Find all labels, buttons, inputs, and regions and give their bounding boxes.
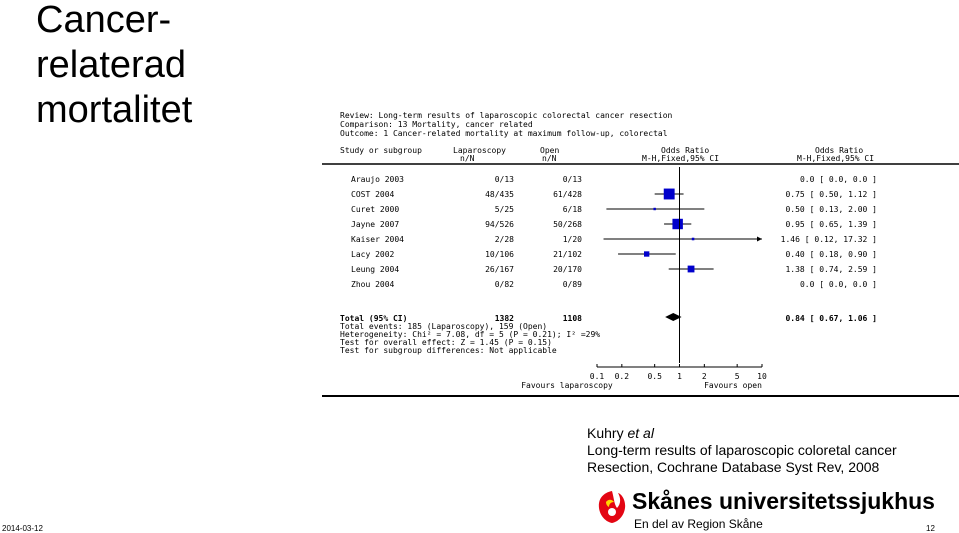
favours-left-label: Favours laparoscopy xyxy=(521,381,613,390)
total-label: Total (95% CI) xyxy=(340,314,407,323)
citation-et-al: et al xyxy=(627,425,654,441)
study-or-text: 1.38 [ 0.74, 2.59 ] xyxy=(785,265,877,274)
forest-plot: Review: Long-term results of laparoscopi… xyxy=(322,105,959,397)
study-lap-count: 0/13 xyxy=(495,175,514,184)
study-name: Kaiser 2004 xyxy=(351,235,404,244)
col-header-lap: Laparoscopy xyxy=(453,146,506,155)
study-name: Araujo 2003 xyxy=(351,175,404,184)
effect-square xyxy=(691,237,695,241)
study-or-text: 0.0 [ 0.0, 0.0 ] xyxy=(800,280,877,289)
total-open: 1108 xyxy=(563,314,582,323)
study-lap-count: 94/526 xyxy=(485,220,514,229)
page-number: 12 xyxy=(926,524,935,533)
study-open-count: 6/18 xyxy=(563,205,582,214)
study-name: Lacy 2002 xyxy=(351,250,395,259)
comparison-line: Comparison: 13 Mortality, cancer related xyxy=(340,120,533,129)
col-header-or-text-method: M-H,Fixed,95% CI xyxy=(797,154,874,163)
citation-line-2: Long-term results of laparoscopic colore… xyxy=(587,442,897,458)
study-or-text: 1.46 [ 0.12, 17.32 ] xyxy=(781,235,877,244)
col-header-study: Study or subgroup xyxy=(340,146,422,155)
col-header-open-unit: n/N xyxy=(542,154,557,163)
slide-title-line-1: Cancer- xyxy=(36,0,172,41)
study-lap-count: 5/25 xyxy=(495,205,514,214)
study-open-count: 20/170 xyxy=(553,265,582,274)
effect-square xyxy=(687,265,695,273)
outcome-line: Outcome: 1 Cancer-related mortality at m… xyxy=(340,129,668,138)
study-lap-count: 26/167 xyxy=(485,265,514,274)
x-axis-tick-label: 10 xyxy=(757,372,767,381)
x-axis-tick-label: 0.2 xyxy=(615,372,630,381)
logo-subtitle: En del av Region Skåne xyxy=(634,517,763,531)
slide-date: 2014-03-12 xyxy=(2,524,43,533)
logo-name: Skånes universitetssjukhus xyxy=(632,488,935,514)
slide-title-line-3: mortalitet xyxy=(36,89,193,131)
study-open-count: 0/13 xyxy=(563,175,582,184)
study-name: Curet 2000 xyxy=(351,205,399,214)
ci-arrow-right xyxy=(757,236,762,242)
col-header-or-plot-method: M-H,Fixed,95% CI xyxy=(642,154,719,163)
stats-overall-effect: Test for overall effect: Z = 1.45 (P = 0… xyxy=(340,338,552,347)
study-open-count: 21/102 xyxy=(553,250,582,259)
slide-title-line-2: relaterad xyxy=(36,44,186,86)
study-lap-count: 48/435 xyxy=(485,190,514,199)
study-open-count: 50/268 xyxy=(553,220,582,229)
stats-heterogeneity: Heterogeneity: Chi² = 7.08, df = 5 (P = … xyxy=(340,330,600,339)
study-name: Leung 2004 xyxy=(351,265,399,274)
x-axis-tick-label: 1 xyxy=(677,372,682,381)
forest-plot-svg: Review: Long-term results of laparoscopi… xyxy=(322,111,959,390)
effect-square xyxy=(643,251,650,257)
study-or-text: 0.0 [ 0.0, 0.0 ] xyxy=(800,175,877,184)
study-lap-count: 0/82 xyxy=(495,280,514,289)
citation-author: Kuhry xyxy=(587,425,624,441)
col-header-or-plot: Odds Ratio xyxy=(661,146,709,155)
x-axis-tick-label: 0.1 xyxy=(590,372,605,381)
hospital-logo: Skånes universitetssjukhus En del av Reg… xyxy=(596,488,935,531)
total-lap: 1382 xyxy=(495,314,514,323)
study-or-text: 0.95 [ 0.65, 1.39 ] xyxy=(785,220,877,229)
total-or-text: 0.84 [ 0.67, 1.06 ] xyxy=(785,314,877,323)
slide-title: Cancer- relaterad mortalitet xyxy=(36,0,192,133)
citation: Kuhry et al Long-term results of laparos… xyxy=(587,425,897,476)
stats-events: Total events: 185 (Laparoscopy), 159 (Op… xyxy=(340,322,547,331)
study-open-count: 61/428 xyxy=(553,190,582,199)
citation-line-1: Kuhry et al xyxy=(587,425,897,442)
effect-square xyxy=(672,218,683,230)
col-header-or-text: Odds Ratio xyxy=(815,146,863,155)
study-name: Zhou 2004 xyxy=(351,280,395,289)
study-open-count: 1/20 xyxy=(563,235,582,244)
total-diamond xyxy=(665,313,682,321)
study-name: COST 2004 xyxy=(351,190,395,199)
x-axis-tick-label: 0.5 xyxy=(647,372,662,381)
study-name: Jayne 2007 xyxy=(351,220,399,229)
favours-right-label: Favours open xyxy=(704,381,762,390)
study-or-text: 0.40 [ 0.18, 0.90 ] xyxy=(785,250,877,259)
x-axis-tick-label: 5 xyxy=(735,372,740,381)
study-or-text: 0.50 [ 0.13, 2.00 ] xyxy=(785,205,877,214)
col-header-open: Open xyxy=(540,146,559,155)
study-lap-count: 2/28 xyxy=(495,235,514,244)
study-open-count: 0/89 xyxy=(563,280,582,289)
study-lap-count: 10/106 xyxy=(485,250,514,259)
effect-square xyxy=(653,207,656,211)
citation-line-3: Resection, Cochrane Database Syst Rev, 2… xyxy=(587,459,880,475)
study-or-text: 0.75 [ 0.50, 1.12 ] xyxy=(785,190,877,199)
col-header-lap-unit: n/N xyxy=(460,154,475,163)
effect-square xyxy=(663,188,675,200)
griffin-logo-icon xyxy=(598,491,626,523)
x-axis-tick-label: 2 xyxy=(702,372,707,381)
stats-subgroup: Test for subgroup differences: Not appli… xyxy=(340,346,557,355)
review-line: Review: Long-term results of laparoscopi… xyxy=(340,111,673,120)
